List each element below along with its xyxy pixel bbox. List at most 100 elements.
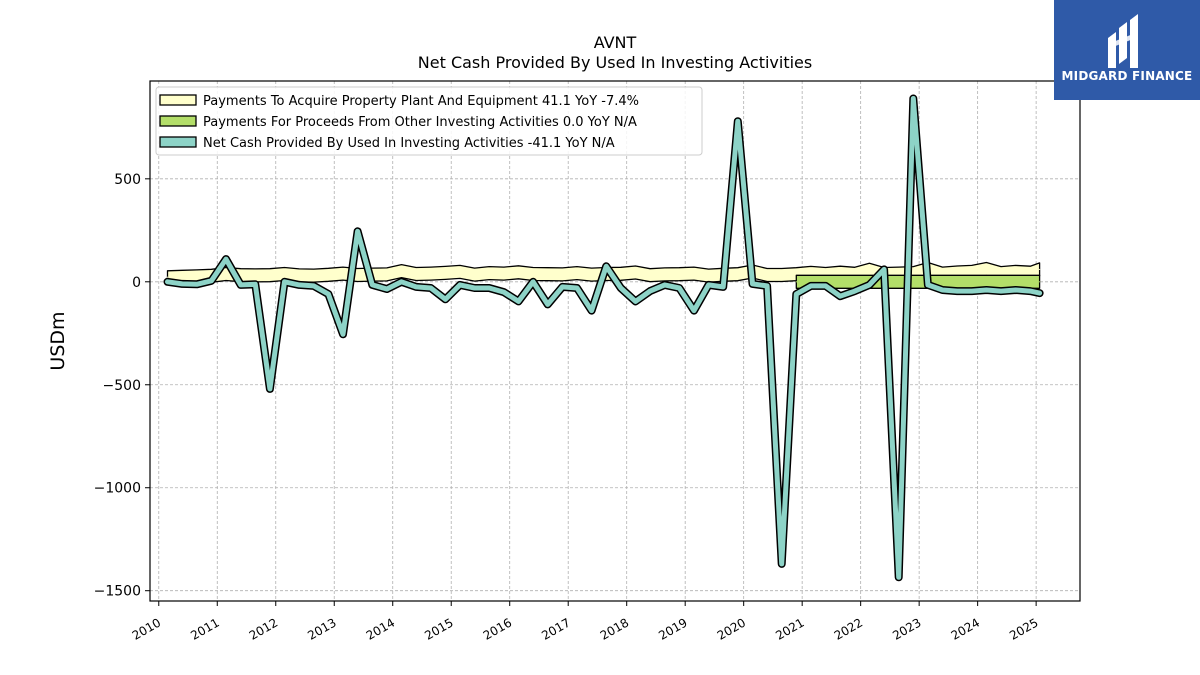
y-axis-label: USDm: [47, 311, 69, 370]
data-point-2: [283, 280, 286, 283]
data-point-0: [415, 273, 417, 275]
data-point-0: [342, 272, 344, 275]
data-point-2: [385, 288, 388, 290]
legend-swatch: [159, 115, 197, 127]
data-point-2: [444, 298, 447, 301]
data-point-0: [327, 274, 329, 276]
data-point-2: [766, 284, 769, 287]
data-point-2: [298, 283, 301, 286]
data-point-2: [1038, 292, 1041, 295]
data-point-0: [532, 273, 534, 275]
data-point-0: [854, 273, 856, 275]
legend: Payments To Acquire Property Plant And E…: [155, 86, 703, 156]
data-point-2: [883, 268, 886, 271]
data-point-0: [298, 274, 300, 277]
legend-box: [155, 86, 703, 156]
data-point-0: [1015, 271, 1017, 273]
data-point-0: [357, 274, 359, 276]
data-point-2: [751, 282, 754, 285]
data-point-0: [868, 269, 871, 271]
data-point-0: [707, 275, 710, 277]
data-point-0: [1039, 268, 1041, 271]
data-point-2: [809, 284, 812, 287]
data-point-1: [912, 281, 914, 283]
data-point-0: [824, 273, 827, 275]
data-point-0: [488, 272, 490, 274]
data-point-0: [898, 272, 900, 275]
data-point-0: [810, 272, 812, 274]
data-point-2: [619, 286, 622, 289]
chart-subtitle: Net Cash Provided By Used In Investing A…: [418, 53, 812, 72]
data-point-0: [1000, 272, 1002, 274]
data-point-0: [766, 274, 768, 276]
data-point-0: [795, 273, 797, 275]
data-point-0: [941, 272, 944, 275]
data-point-2: [532, 280, 535, 283]
midgard-logo-icon: [1108, 14, 1138, 68]
data-point-2: [912, 97, 915, 100]
data-point-2: [634, 300, 637, 303]
data-point-0: [225, 273, 227, 275]
data-point-0: [240, 274, 242, 276]
data-point-2: [985, 289, 988, 292]
data-point-2: [459, 283, 461, 286]
data-point-0: [503, 272, 505, 275]
data-point-0: [430, 272, 432, 275]
data-point-2: [1000, 290, 1003, 293]
data-point-2: [415, 285, 418, 288]
data-point-2: [371, 283, 374, 286]
y-tick-label: −500: [103, 378, 141, 394]
plot-frame: [149, 80, 1081, 602]
data-point-2: [707, 283, 710, 286]
data-point-0: [386, 273, 388, 275]
data-point-2: [605, 265, 608, 268]
data-point-2: [722, 285, 725, 288]
y-axis: 500 0 −500 −1000 −1500: [94, 172, 150, 600]
data-point-2: [780, 562, 783, 565]
data-point-1: [1029, 281, 1031, 283]
data-point-2: [400, 280, 403, 283]
data-point-0: [985, 268, 988, 270]
data-point-2: [649, 290, 652, 293]
data-point-2: [225, 258, 228, 261]
data-point-1: [795, 281, 797, 283]
y-tick-label: −1500: [94, 584, 141, 600]
data-point-2: [254, 283, 257, 286]
y-tick-label: −1000: [94, 481, 141, 497]
y-tick-label: 0: [132, 275, 141, 291]
data-point-2: [663, 283, 666, 286]
legend-swatch: [159, 94, 197, 106]
data-point-2: [839, 295, 842, 298]
data-point-0: [459, 271, 461, 273]
data-point-2: [561, 285, 564, 288]
data-point-0: [1029, 272, 1031, 274]
line-layer: [163, 94, 1044, 582]
y-tick-label: 500: [114, 172, 141, 188]
data-point-1: [985, 281, 988, 283]
data-point-0: [196, 275, 198, 278]
data-point-2: [517, 300, 520, 303]
data-point-2: [502, 291, 505, 294]
data-point-2: [795, 293, 798, 296]
data-point-2: [897, 576, 900, 579]
data-point-1: [956, 281, 958, 283]
data-point-0: [649, 274, 651, 276]
data-point-2: [692, 309, 695, 312]
data-point-0: [620, 273, 622, 275]
data-point-0: [444, 272, 446, 274]
data-point-1: [1015, 281, 1017, 283]
data-point-2: [546, 303, 549, 306]
data-point-0: [166, 276, 169, 278]
data-point-0: [956, 271, 958, 274]
data-point-2: [575, 286, 578, 289]
data-point-2: [327, 293, 330, 296]
data-point-0: [269, 274, 271, 276]
grid: [150, 81, 1080, 601]
data-point-0: [678, 273, 680, 275]
data-point-0: [517, 271, 520, 273]
legend-swatch: [159, 136, 197, 148]
data-point-2: [473, 286, 476, 289]
data-point-0: [737, 273, 739, 275]
data-point-0: [561, 273, 563, 275]
data-point-2: [268, 387, 271, 390]
